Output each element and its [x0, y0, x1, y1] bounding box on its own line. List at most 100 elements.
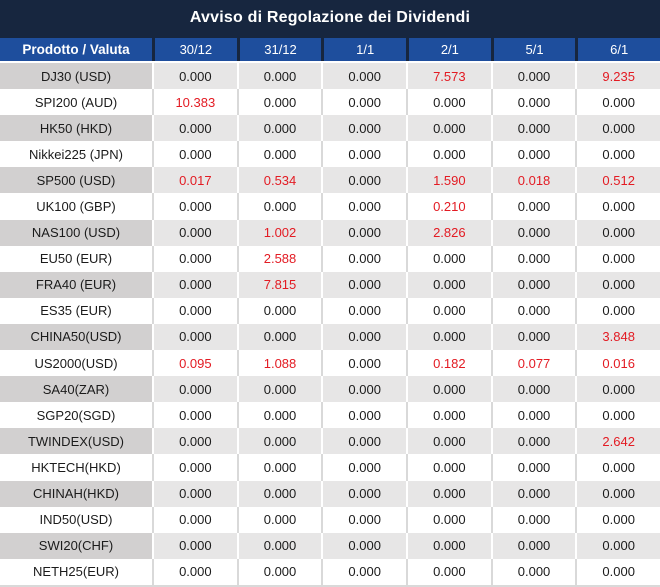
- product-name-cell: HKTECH(HKD): [0, 454, 152, 481]
- dividend-value-cell: 0.000: [321, 141, 407, 168]
- dividend-value-cell: 0.000: [406, 115, 491, 142]
- product-name-cell: UK100 (GBP): [0, 193, 152, 220]
- dividend-value-cell: 2.642: [575, 428, 660, 455]
- dividend-value-cell: 0.000: [321, 63, 407, 90]
- dividend-value-cell: 0.000: [490, 506, 576, 533]
- dividend-value-cell: 0.182: [406, 350, 491, 377]
- dividend-value-cell: 0.000: [236, 193, 322, 220]
- dividend-value-cell: 0.000: [406, 532, 491, 559]
- product-name-cell: SA40(ZAR): [0, 376, 152, 403]
- dividend-value-cell: 0.000: [236, 63, 322, 90]
- dividend-value-cell: 0.000: [236, 506, 322, 533]
- product-name-cell: Nikkei225 (JPN): [0, 141, 152, 168]
- column-header-date: 30/12: [152, 38, 237, 61]
- dividend-value-cell: 0.000: [321, 245, 407, 272]
- product-name-cell: DJ30 (USD): [0, 63, 152, 90]
- dividend-value-cell: 0.000: [490, 428, 576, 455]
- table-row: Nikkei225 (JPN) 0.000 0.000 0.000 0.000 0.000…: [0, 141, 660, 168]
- dividend-value-cell: 0.000: [406, 271, 491, 298]
- product-name-cell: EU50 (EUR): [0, 245, 152, 272]
- dividend-value-cell: 0.000: [152, 219, 237, 246]
- dividend-value-cell: 0.512: [575, 167, 660, 194]
- table-row: TWINDEX(USD) 0.000 0.000 0.000 0.000 0.000 2.6…: [0, 428, 660, 455]
- dividend-value-cell: 0.000: [575, 245, 660, 272]
- dividend-value-cell: 0.000: [575, 89, 660, 116]
- dividend-value-cell: 0.000: [236, 376, 322, 403]
- dividend-value-cell: 0.000: [490, 480, 576, 507]
- column-header-date: 6/1: [575, 38, 660, 61]
- dividend-value-cell: 0.000: [490, 376, 576, 403]
- page-title: Avviso di Regolazione dei Dividendi: [189, 9, 471, 26]
- column-header-date: 1/1: [321, 38, 407, 61]
- dividend-value-cell: 0.000: [152, 402, 237, 429]
- table-row: SP500 (USD) 0.017 0.534 0.000 1.590 0.018 0.51…: [0, 167, 660, 194]
- dividend-value-cell: 0.000: [490, 558, 576, 585]
- dividend-value-cell: 0.000: [575, 271, 660, 298]
- dividend-value-cell: 0.000: [490, 402, 576, 429]
- dividend-value-cell: 0.000: [152, 428, 237, 455]
- dividend-value-cell: 1.088: [236, 350, 322, 377]
- dividend-value-cell: 0.000: [490, 89, 576, 116]
- dividend-value-cell: 0.000: [152, 323, 237, 351]
- dividend-value-cell: 0.017: [152, 167, 237, 194]
- product-name-cell: NAS100 (USD): [0, 219, 152, 246]
- dividend-value-cell: 7.573: [406, 63, 491, 90]
- dividend-value-cell: 7.815: [236, 271, 322, 298]
- dividend-value-cell: 0.000: [575, 558, 660, 585]
- dividend-value-cell: 0.000: [575, 506, 660, 533]
- dividend-value-cell: 0.000: [236, 480, 322, 507]
- column-header-date: 2/1: [406, 38, 491, 61]
- dividend-value-cell: 0.000: [321, 454, 407, 481]
- dividend-value-cell: 0.000: [575, 454, 660, 481]
- dividend-value-cell: 9.235: [575, 63, 660, 90]
- dividend-value-cell: 0.000: [490, 219, 576, 246]
- dividend-value-cell: 0.018: [490, 167, 576, 194]
- dividend-value-cell: 0.000: [575, 532, 660, 559]
- table-row: EU50 (EUR) 0.000 2.588 0.000 0.000 0.000 0.000: [0, 245, 660, 272]
- table-row: DJ30 (USD) 0.000 0.000 0.000 7.573 0.000 9.235: [0, 63, 660, 90]
- table-row: SA40(ZAR) 0.000 0.000 0.000 0.000 0.000 0.000: [0, 376, 660, 403]
- product-name-cell: US2000(USD): [0, 350, 152, 377]
- dividend-value-cell: 1.002: [236, 219, 322, 246]
- dividend-value-cell: 0.000: [321, 271, 407, 298]
- product-name-cell: CHINAH(HKD): [0, 480, 152, 507]
- table-body: DJ30 (USD) 0.000 0.000 0.000 7.573 0.000 9.235…: [0, 63, 660, 585]
- dividend-value-cell: 0.000: [152, 532, 237, 559]
- dividend-value-cell: 0.000: [490, 141, 576, 168]
- dividend-value-cell: 0.000: [575, 219, 660, 246]
- dividend-value-cell: 0.000: [236, 89, 322, 116]
- dividend-value-cell: 0.000: [321, 506, 407, 533]
- dividend-value-cell: 0.000: [152, 63, 237, 90]
- dividend-value-cell: 0.000: [152, 558, 237, 585]
- table-row: CHINA50(USD) 0.000 0.000 0.000 0.000 0.000 3.8…: [0, 323, 660, 351]
- dividend-value-cell: 0.000: [321, 219, 407, 246]
- dividend-value-cell: 0.000: [321, 480, 407, 507]
- table-row: FRA40 (EUR) 0.000 7.815 0.000 0.000 0.000 0.00…: [0, 271, 660, 298]
- dividend-value-cell: 0.000: [575, 402, 660, 429]
- dividend-value-cell: 0.000: [406, 402, 491, 429]
- product-name-cell: IND50(USD): [0, 506, 152, 533]
- dividend-value-cell: 0.000: [152, 115, 237, 142]
- dividend-value-cell: 0.000: [152, 506, 237, 533]
- dividend-value-cell: 0.000: [490, 245, 576, 272]
- dividend-value-cell: 0.000: [575, 193, 660, 220]
- dividend-value-cell: 0.000: [406, 376, 491, 403]
- dividend-value-cell: 0.095: [152, 350, 237, 377]
- dividend-value-cell: 0.000: [152, 141, 237, 168]
- dividend-value-cell: 0.000: [575, 297, 660, 324]
- dividend-value-cell: 0.000: [321, 193, 407, 220]
- product-name-cell: TWINDEX(USD): [0, 428, 152, 455]
- table-row: SWI20(CHF) 0.000 0.000 0.000 0.000 0.000 0.000: [0, 532, 660, 559]
- dividend-value-cell: 0.000: [490, 297, 576, 324]
- product-name-cell: FRA40 (EUR): [0, 271, 152, 298]
- dividend-value-cell: 0.000: [490, 532, 576, 559]
- product-name-cell: SGP20(SGD): [0, 402, 152, 429]
- dividend-value-cell: 2.588: [236, 245, 322, 272]
- product-name-cell: ES35 (EUR): [0, 297, 152, 324]
- dividend-value-cell: 3.848: [575, 323, 660, 351]
- table-header-row: Prodotto / Valuta 30/12 31/12 1/1 2/1 5/1 6/1: [0, 36, 660, 63]
- dividend-value-cell: 0.000: [406, 558, 491, 585]
- dividend-value-cell: 0.000: [152, 245, 237, 272]
- dividend-value-cell: 0.000: [406, 480, 491, 507]
